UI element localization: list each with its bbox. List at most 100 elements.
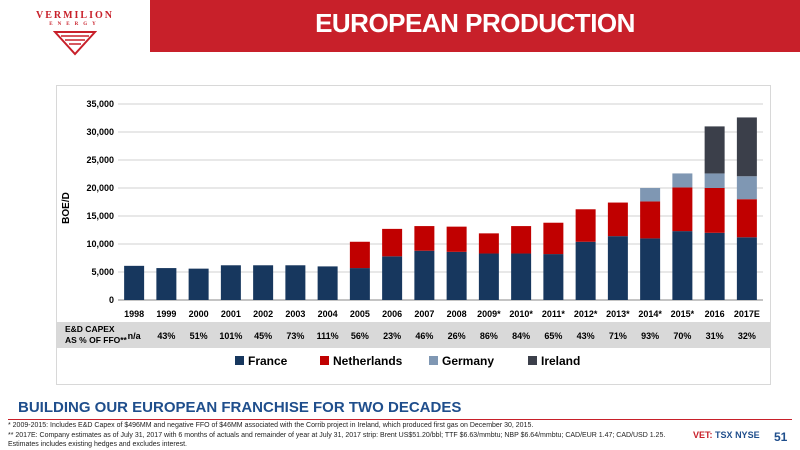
bar-segment-france [317, 266, 338, 300]
y-axis-ticks: 0 5,000 10,000 15,000 20,000 25,000 30,000 35,0… [86, 99, 114, 305]
x-tick-label: 2016 [705, 309, 725, 319]
exchange-prefix: VET: [693, 430, 713, 440]
capex-value: 43% [157, 331, 175, 341]
x-axis-labels: 1998 1999 2000 2001 2002 2003 2004 2005 2006 2007… [124, 309, 760, 319]
legend-label-france: France [248, 354, 288, 368]
chart-grid [118, 103, 763, 301]
x-tick-label: 2014* [638, 309, 662, 319]
x-tick-label: 2002 [253, 309, 273, 319]
footnote-2: ** 2017E: Company estimates as of July 3… [8, 432, 666, 448]
y-tick-label: 5,000 [91, 267, 114, 277]
divider [8, 419, 792, 420]
bar-segment-france [575, 241, 596, 300]
bar-segment-france [188, 268, 209, 300]
x-tick-label: 1998 [124, 309, 144, 319]
exchange-tsx: TSX [715, 430, 733, 440]
x-tick-label: 2004 [318, 309, 338, 319]
x-tick-label: 2006 [382, 309, 402, 319]
bar-segment-netherlands [349, 241, 370, 269]
bar-segment-france [704, 232, 725, 300]
bar-segment-germany [704, 173, 725, 188]
page-title: EUROPEAN PRODUCTION [315, 8, 635, 38]
bar-segment-france [285, 265, 306, 300]
bar-segment-france [511, 253, 532, 300]
bar-segment-netherlands [575, 209, 596, 242]
bar-segment-germany [672, 173, 693, 188]
bar-segment-netherlands [511, 226, 532, 254]
x-tick-label: 2011* [542, 309, 566, 319]
chart-bars [124, 117, 757, 300]
section-subtitle: BUILDING OUR EUROPEAN FRANCHISE FOR TWO … [18, 399, 462, 416]
bar-segment-netherlands [704, 188, 725, 233]
bar-segment-germany [736, 176, 757, 200]
capex-value: n/a [128, 331, 142, 341]
bar-segment-netherlands [736, 199, 757, 238]
legend-swatch-ireland [528, 356, 537, 365]
company-logo: VERMILION ENERGY [0, 0, 150, 65]
bar-segment-france [478, 253, 499, 300]
capex-value: 46% [415, 331, 433, 341]
legend-swatch-france [235, 356, 244, 365]
page-number: 51 [774, 430, 788, 444]
x-tick-label: 2017E [734, 309, 760, 319]
x-tick-label: 2013* [606, 309, 630, 319]
capex-value: 73% [286, 331, 304, 341]
capex-label-line2: AS % OF FFO** [65, 335, 128, 345]
bar-segment-netherlands [414, 226, 435, 251]
capex-value: 111% [317, 331, 339, 341]
bar-segment-france [640, 238, 661, 300]
chart-panel: 0 5,000 10,000 15,000 20,000 25,000 30,000 35,0… [56, 85, 771, 385]
bar-segment-france [414, 250, 435, 300]
x-tick-label: 2015* [671, 309, 695, 319]
capex-value: 65% [544, 331, 562, 341]
bar-segment-netherlands [382, 228, 403, 257]
x-tick-label: 1999 [156, 309, 176, 319]
capex-value: 26% [448, 331, 466, 341]
x-tick-label: 2010* [509, 309, 533, 319]
y-tick-label: 0 [109, 295, 114, 305]
bar-segment-france [736, 237, 757, 300]
logo-name: VERMILION [35, 10, 114, 21]
legend-label-germany: Germany [442, 354, 494, 368]
bar-segment-netherlands [446, 226, 467, 252]
legend-swatch-netherlands [320, 356, 329, 365]
bar-segment-france [543, 254, 564, 300]
capex-value: 86% [480, 331, 498, 341]
capex-value: 45% [254, 331, 272, 341]
bar-segment-netherlands [672, 187, 693, 232]
bar-segment-france [220, 265, 241, 300]
capex-value: 31% [706, 331, 724, 341]
x-tick-label: 2008 [447, 309, 467, 319]
bar-segment-ireland [704, 126, 725, 174]
capex-value: 56% [351, 331, 369, 341]
x-tick-label: 2005 [350, 309, 370, 319]
bar-segment-france [382, 256, 403, 300]
x-tick-label: 2003 [285, 309, 305, 319]
x-tick-label: 2001 [221, 309, 241, 319]
bar-segment-france [607, 236, 628, 300]
bar-segment-ireland [736, 117, 757, 177]
bar-segment-france [253, 265, 274, 300]
y-tick-label: 20,000 [86, 183, 114, 193]
x-tick-label: 2000 [189, 309, 209, 319]
y-tick-label: 25,000 [86, 155, 114, 165]
capex-value: 84% [512, 331, 530, 341]
y-tick-label: 35,000 [86, 99, 114, 109]
y-tick-label: 30,000 [86, 127, 114, 137]
legend-label-ireland: Ireland [541, 354, 580, 368]
bar-segment-netherlands [640, 201, 661, 239]
capex-value: 43% [577, 331, 595, 341]
capex-label-line1: E&D CAPEX [65, 324, 115, 334]
bar-segment-france [156, 268, 177, 300]
x-tick-label: 2007 [414, 309, 434, 319]
exchange-listing: VET: TSX NYSE [693, 430, 760, 440]
bar-segment-netherlands [543, 222, 564, 255]
x-tick-label: 2009* [477, 309, 501, 319]
legend-label-netherlands: Netherlands [333, 354, 403, 368]
x-tick-label: 2012* [574, 309, 598, 319]
bar-segment-france [672, 231, 693, 300]
capex-value: 70% [673, 331, 691, 341]
production-chart: 0 5,000 10,000 15,000 20,000 25,000 30,000 35,0… [57, 99, 770, 368]
y-axis-label: BOE/D [61, 192, 72, 224]
capex-row-bg [57, 322, 770, 348]
